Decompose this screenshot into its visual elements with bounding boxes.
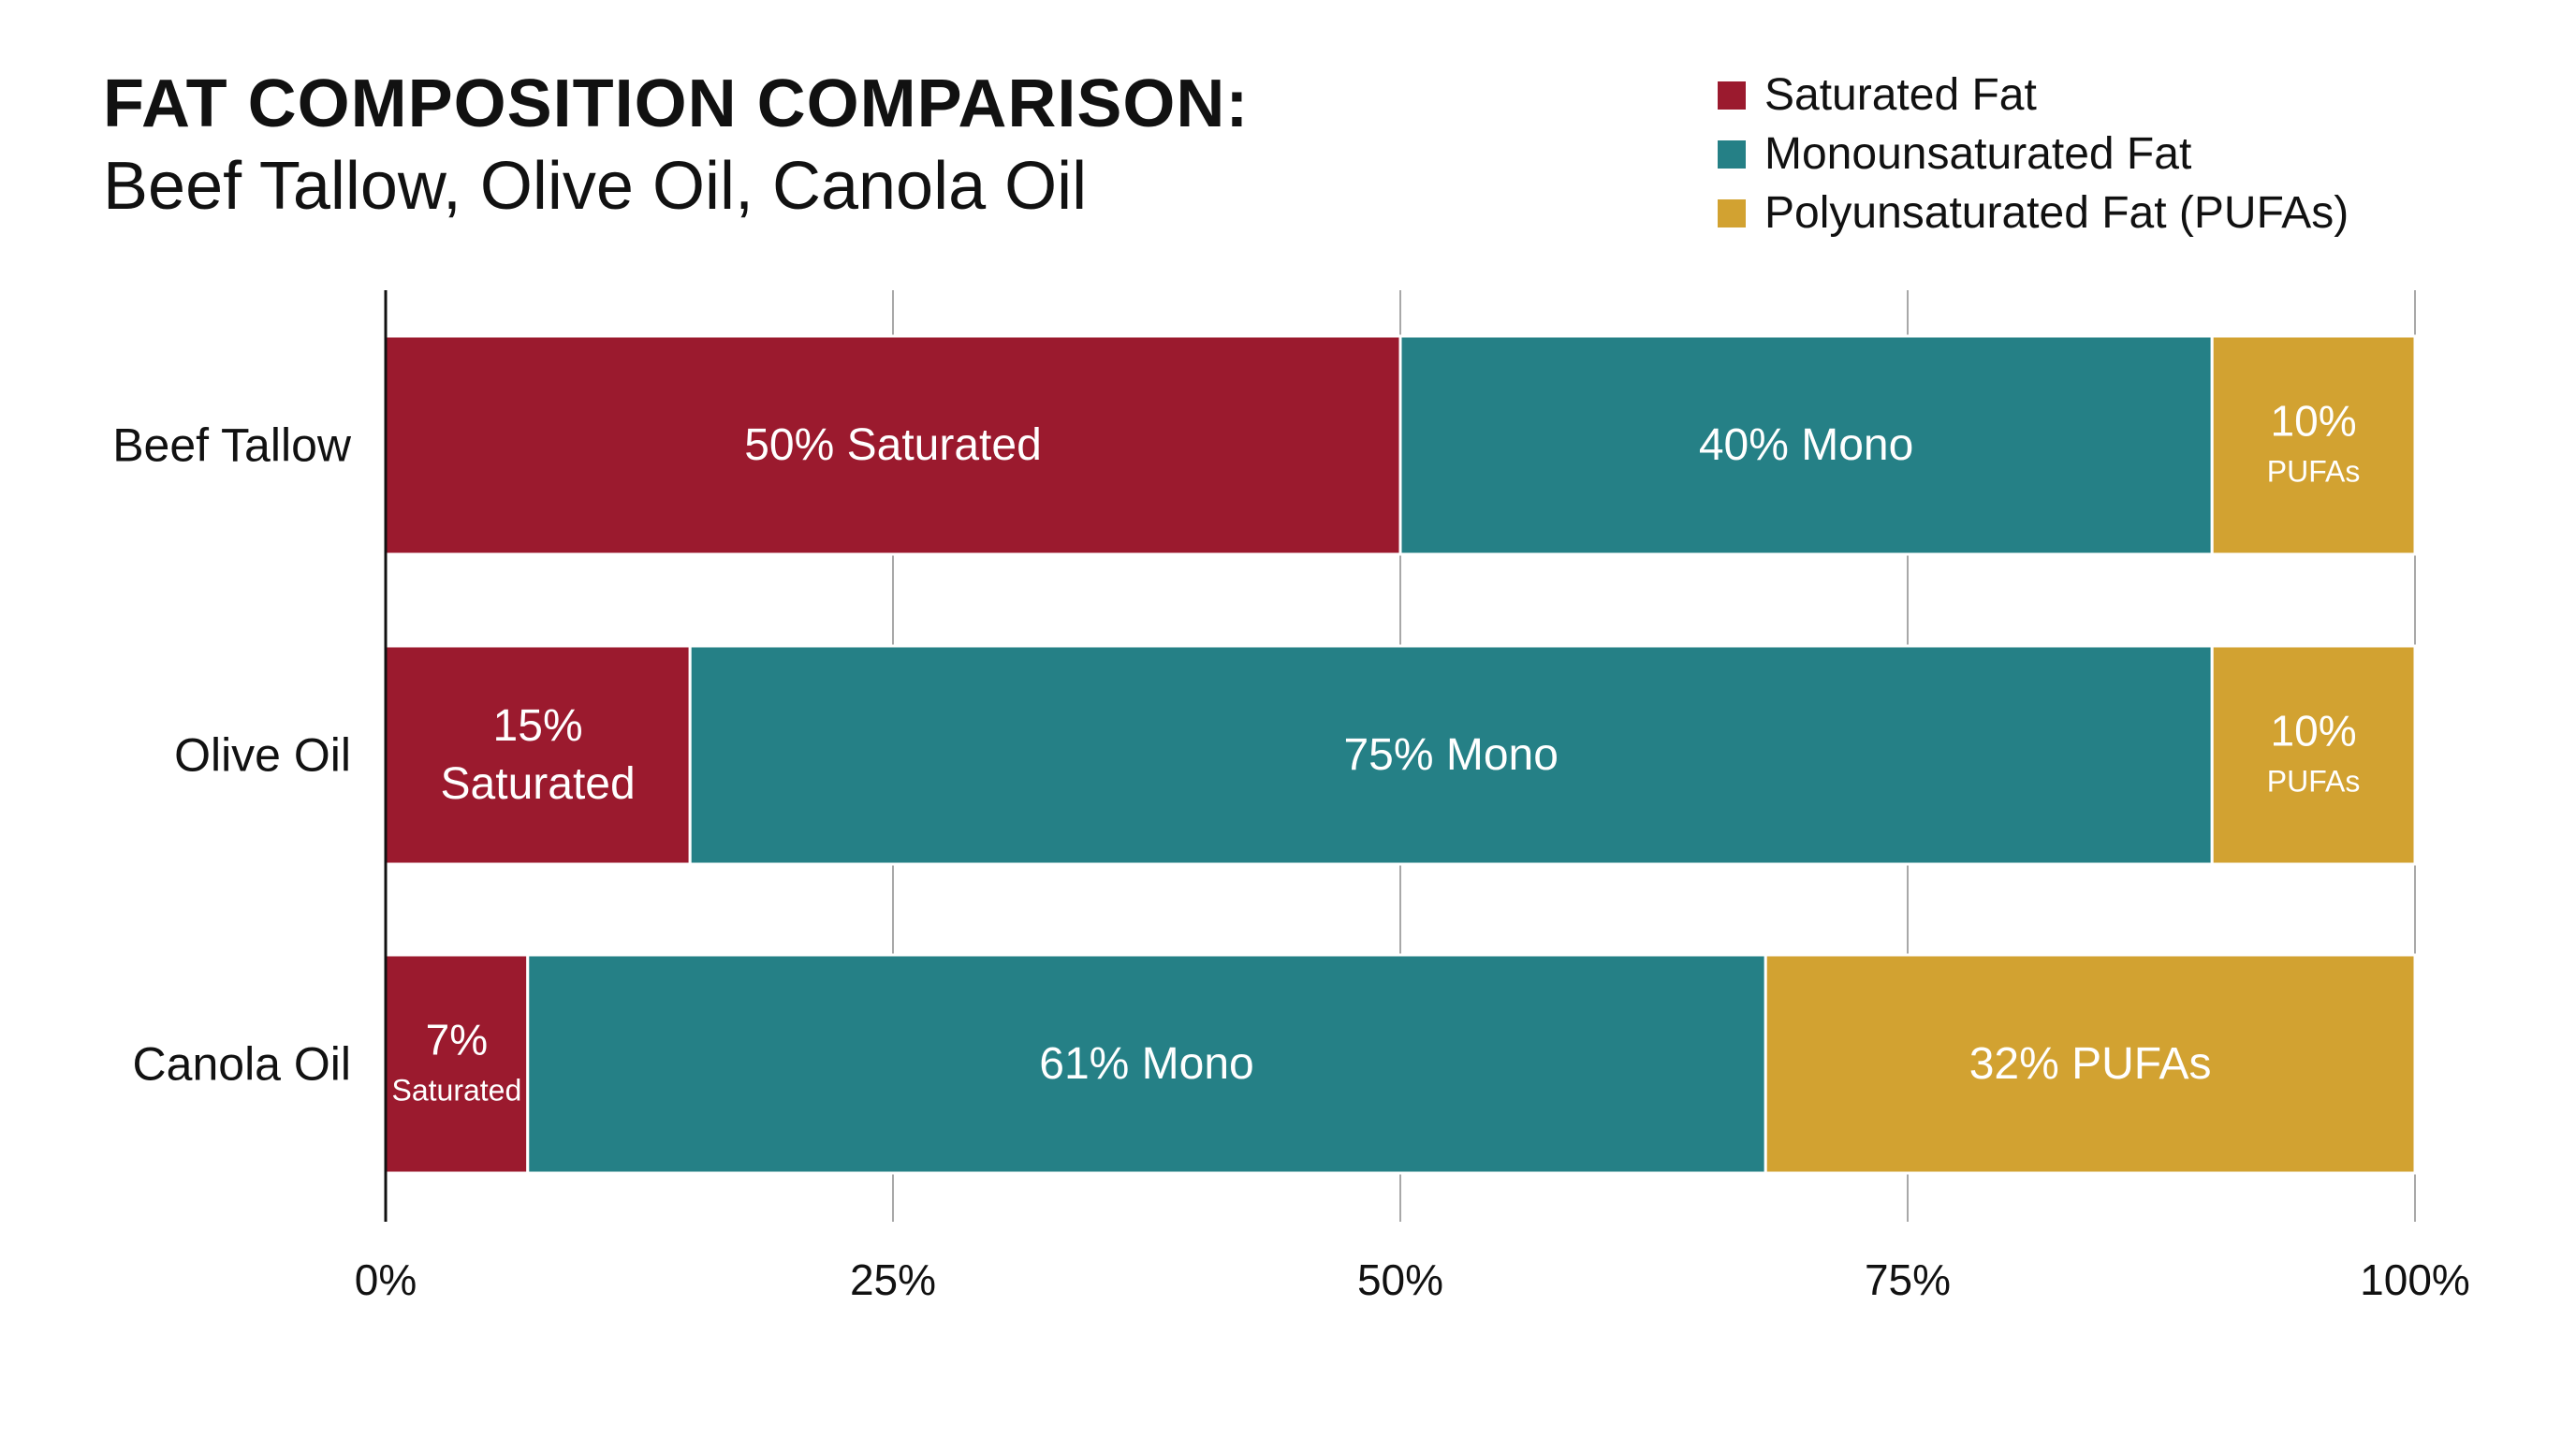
legend-item-polyunsaturated: Polyunsaturated Fat (PUFAs): [1718, 183, 2349, 242]
bar-pufa-1: [2210, 644, 2417, 866]
legend-swatch-polyunsaturated: [1718, 198, 1746, 227]
bar-label-mono-2-0: 61% Mono: [1039, 1039, 1253, 1089]
legend-swatch-saturated: [1718, 81, 1746, 110]
x-tick-label-1: 25%: [850, 1255, 936, 1304]
bar-saturated-2: [384, 953, 530, 1175]
bar-label-pufa-0-0: 10%: [2271, 397, 2357, 446]
legend: Saturated Fat Monounsaturated Fat Polyun…: [1718, 66, 2349, 242]
x-tick-label-3: 75%: [1865, 1255, 1951, 1304]
bar-mono-2: [526, 953, 1767, 1175]
bar-label-saturated-2-0: 7%: [426, 1016, 488, 1064]
bar-saturated-0: [384, 334, 1402, 556]
legend-item-monounsaturated: Monounsaturated Fat: [1718, 125, 2349, 183]
bar-label-saturated-0-0: 50% Saturated: [744, 420, 1042, 470]
bar-pufa-2: [1764, 953, 2417, 1175]
bar-mono-1: [688, 644, 2214, 866]
bar-label-saturated-2-1: Saturated: [391, 1074, 521, 1108]
legend-swatch-monounsaturated: [1718, 139, 1746, 169]
legend-item-saturated: Saturated Fat: [1718, 66, 2349, 125]
bar-label-pufa-1-0: 10%: [2271, 707, 2357, 756]
legend-label-polyunsaturated: Polyunsaturated Fat (PUFAs): [1764, 188, 2349, 238]
chart-title: FAT COMPOSITION COMPARISON:: [103, 66, 1250, 141]
chart-subtitle: Beef Tallow, Olive Oil, Canola Oil: [103, 149, 1088, 224]
bar-label-saturated-1-0: 15%: [493, 701, 583, 751]
bar-label-pufa-0-1: PUFAs: [2267, 455, 2361, 489]
bar-label-mono-0-0: 40% Mono: [1699, 420, 1913, 470]
x-tick-label-4: 100%: [2360, 1255, 2470, 1304]
bar-label-pufa-2-0: 32% PUFAs: [1969, 1039, 2212, 1089]
x-tick-label-2: 50%: [1357, 1255, 1443, 1304]
bar-saturated-1: [384, 644, 692, 866]
legend-label-saturated: Saturated Fat: [1764, 70, 2037, 120]
x-tick-label-0: 0%: [355, 1255, 417, 1304]
category-label-0: Beef Tallow: [112, 419, 352, 472]
legend-label-monounsaturated: Monounsaturated Fat: [1764, 129, 2192, 179]
category-label-1: Olive Oil: [174, 729, 351, 782]
bar-label-pufa-1-1: PUFAs: [2267, 765, 2361, 799]
bar-mono-0: [1398, 334, 2214, 556]
category-label-2: Canola Oil: [133, 1038, 351, 1091]
bar-label-saturated-1-1: Saturated: [441, 759, 636, 809]
bar-pufa-0: [2210, 334, 2417, 556]
bar-label-mono-1-0: 75% Mono: [1343, 730, 1558, 780]
